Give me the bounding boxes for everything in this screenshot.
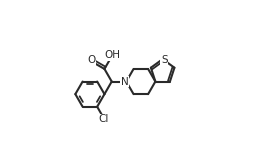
Text: OH: OH <box>104 50 120 60</box>
Text: O: O <box>87 55 95 65</box>
Text: N: N <box>121 76 129 87</box>
Text: S: S <box>161 55 168 65</box>
Text: Cl: Cl <box>98 114 108 125</box>
